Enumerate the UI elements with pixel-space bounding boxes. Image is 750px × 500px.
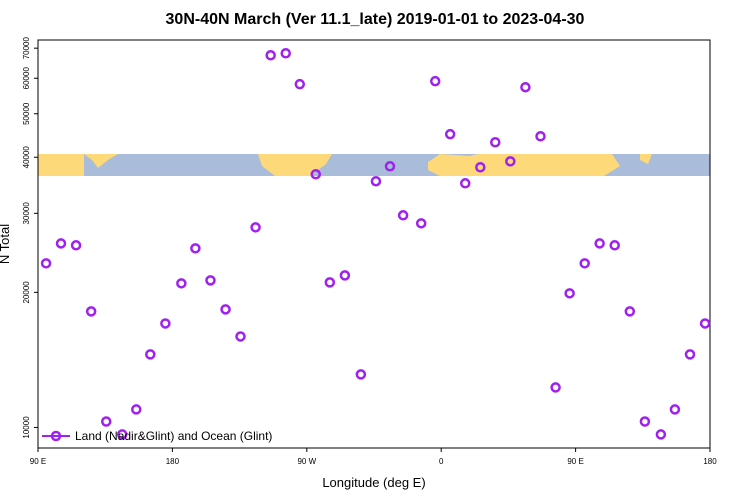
- y-tick-label: 40000: [22, 146, 31, 169]
- y-tick-label: 60000: [22, 67, 31, 90]
- x-tick-label: 180: [166, 457, 180, 466]
- y-tick-label: 70000: [22, 37, 31, 60]
- x-tick-label: 90 E: [30, 457, 46, 466]
- point: [564, 288, 575, 299]
- point: [280, 48, 291, 59]
- point: [176, 278, 187, 289]
- point: [594, 238, 605, 249]
- point: [250, 222, 261, 233]
- y-tick-label: 10000: [22, 416, 31, 439]
- point: [655, 429, 667, 440]
- point: [190, 243, 201, 254]
- point: [70, 240, 82, 251]
- point: [444, 128, 456, 140]
- point: [609, 240, 620, 251]
- point: [100, 416, 112, 427]
- point: [145, 349, 156, 360]
- y-tick-label: 30000: [22, 202, 31, 225]
- point: [699, 318, 711, 329]
- point: [415, 218, 427, 229]
- map-strip: [38, 154, 710, 176]
- point: [265, 50, 276, 61]
- point: [160, 318, 171, 329]
- point: [475, 162, 486, 173]
- point: [520, 81, 531, 93]
- point: [384, 161, 396, 172]
- point: [355, 369, 367, 380]
- point: [550, 382, 561, 393]
- point: [324, 277, 336, 288]
- point: [85, 306, 97, 317]
- x-tick-label: 90 E: [567, 457, 583, 466]
- point: [205, 275, 216, 286]
- point: [490, 137, 501, 148]
- point: [235, 331, 246, 342]
- y-tick-label: 50000: [22, 102, 31, 125]
- plot-frame: [37, 39, 711, 449]
- point: [220, 304, 231, 315]
- legend-marker: [50, 430, 62, 442]
- point: [579, 258, 590, 269]
- point: [669, 404, 681, 415]
- point: [131, 404, 142, 415]
- point: [370, 175, 382, 187]
- x-tick-label: 180: [703, 457, 717, 466]
- point: [397, 210, 409, 221]
- point: [55, 238, 67, 249]
- point: [294, 78, 306, 90]
- point: [310, 169, 322, 180]
- x-tick-label: 90 W: [297, 457, 316, 466]
- point: [624, 306, 636, 317]
- chart-title: 30N-40N March (Ver 11.1_late) 2019-01-01…: [166, 11, 585, 28]
- x-tick-label: 0: [439, 457, 444, 466]
- y-tick-label: 20000: [22, 281, 31, 304]
- point: [639, 416, 651, 427]
- point: [684, 349, 696, 360]
- y-axis-label: N Total: [0, 224, 12, 264]
- x-axis-label: Longitude (deg E): [322, 475, 425, 490]
- legend-label: Land (Nadir&Glint) and Ocean (Glint): [75, 429, 272, 443]
- point: [339, 270, 351, 281]
- point: [40, 258, 52, 269]
- point: [429, 75, 441, 87]
- point: [505, 156, 516, 167]
- point: [116, 429, 128, 440]
- point: [459, 178, 471, 189]
- point: [535, 131, 546, 142]
